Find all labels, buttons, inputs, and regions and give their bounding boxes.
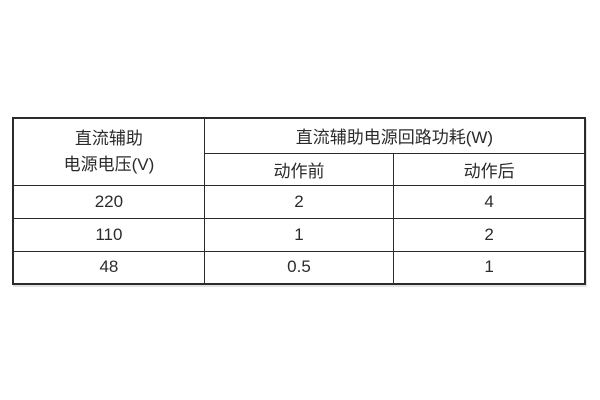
power-after-cell: 1 — [393, 250, 586, 285]
power-before-cell: 0.5 — [203, 250, 395, 285]
subheader-before-cell: 动作前 — [203, 152, 395, 186]
table-row-220: 220 2 4 — [12, 184, 586, 219]
power-after-cell: 4 — [393, 184, 586, 219]
header-row-sub: 动作前 动作后 — [13, 152, 586, 186]
voltage-header-line1: 直流辅助 — [74, 128, 143, 148]
voltage-header-cell: 直流辅助 电源电压(V) — [12, 117, 205, 186]
header-row-top: 直流辅助 电源电压(V) 直流辅助电源回路功耗(W) — [12, 117, 586, 186]
voltage-cell: 48 — [12, 250, 205, 285]
power-before-cell: 1 — [203, 217, 395, 252]
voltage-cell: 220 — [12, 184, 205, 219]
group-header-cell: 直流辅助电源回路功耗(W) — [203, 117, 586, 154]
voltage-header-line2: 电源电压(V) — [63, 154, 155, 174]
power-before-cell: 2 — [203, 184, 395, 219]
table-row-110: 110 1 2 — [12, 217, 586, 252]
subheader-after-cell: 动作后 — [393, 152, 586, 186]
power-after-cell: 2 — [393, 217, 586, 252]
dc-aux-power-consumption-table: 直流辅助 电源电压(V) 直流辅助电源回路功耗(W) 动作前 动作后 220 2… — [12, 117, 586, 285]
voltage-cell: 110 — [12, 217, 205, 252]
table-row-48: 48 0.5 1 — [12, 250, 586, 285]
